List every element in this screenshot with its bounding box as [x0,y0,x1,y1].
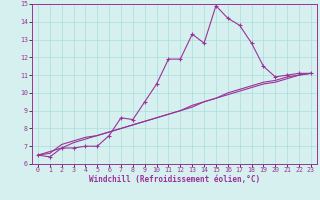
X-axis label: Windchill (Refroidissement éolien,°C): Windchill (Refroidissement éolien,°C) [89,175,260,184]
